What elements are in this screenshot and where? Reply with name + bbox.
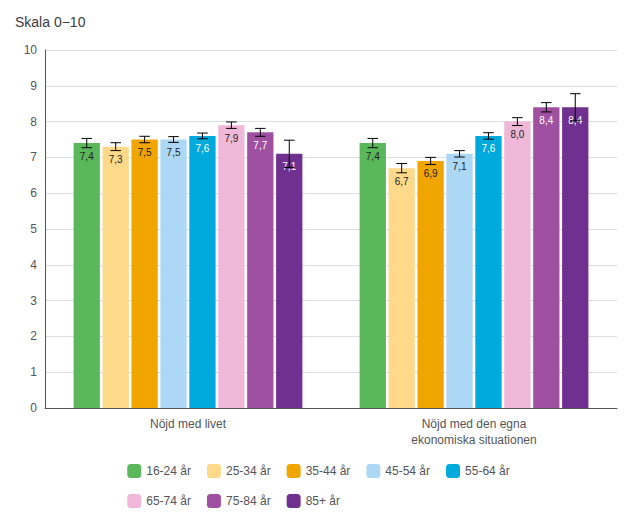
svg-text:7,7: 7,7 xyxy=(253,140,267,151)
svg-text:7,6: 7,6 xyxy=(482,143,496,154)
svg-text:6,7: 6,7 xyxy=(395,176,409,187)
svg-text:55-64 år: 55-64 år xyxy=(465,464,510,478)
svg-text:45-54 år: 45-54 år xyxy=(385,464,430,478)
svg-text:25-34 år: 25-34 år xyxy=(226,464,271,478)
svg-text:1: 1 xyxy=(30,365,37,379)
svg-text:7,9: 7,9 xyxy=(224,133,238,144)
svg-text:8,0: 8,0 xyxy=(510,129,524,140)
svg-text:5: 5 xyxy=(30,222,37,236)
svg-text:6: 6 xyxy=(30,186,37,200)
svg-text:8,4: 8,4 xyxy=(568,114,583,126)
svg-text:7,6: 7,6 xyxy=(196,143,210,154)
svg-text:Nöjd med den egna: Nöjd med den egna xyxy=(422,417,527,431)
svg-text:16-24 år: 16-24 år xyxy=(146,464,191,478)
svg-text:85+ år: 85+ år xyxy=(306,494,340,508)
svg-text:75-84 år: 75-84 år xyxy=(226,494,271,508)
svg-text:35-44 år: 35-44 år xyxy=(306,464,351,478)
svg-text:7,4: 7,4 xyxy=(80,151,94,162)
svg-text:8: 8 xyxy=(30,115,37,129)
svg-text:9: 9 xyxy=(30,79,37,93)
svg-text:65-74 år: 65-74 år xyxy=(146,494,191,508)
svg-text:6,9: 6,9 xyxy=(424,168,438,179)
svg-text:7: 7 xyxy=(30,150,37,164)
svg-text:7,1: 7,1 xyxy=(453,161,467,172)
svg-text:7,5: 7,5 xyxy=(138,147,152,158)
svg-text:Skala 0−10: Skala 0−10 xyxy=(15,14,86,30)
svg-text:2: 2 xyxy=(30,329,37,343)
svg-text:7,4: 7,4 xyxy=(366,151,380,162)
svg-text:7,5: 7,5 xyxy=(167,147,181,158)
svg-text:10: 10 xyxy=(24,43,38,57)
svg-text:0: 0 xyxy=(30,401,37,415)
svg-text:7,3: 7,3 xyxy=(109,154,123,165)
svg-text:Nöjd med livet: Nöjd med livet xyxy=(150,417,227,431)
svg-text:4: 4 xyxy=(30,258,37,272)
svg-text:3: 3 xyxy=(30,294,37,308)
svg-text:8,4: 8,4 xyxy=(539,115,553,126)
svg-text:ekonomiska situationen: ekonomiska situationen xyxy=(411,433,536,447)
svg-text:7,1: 7,1 xyxy=(282,161,297,173)
